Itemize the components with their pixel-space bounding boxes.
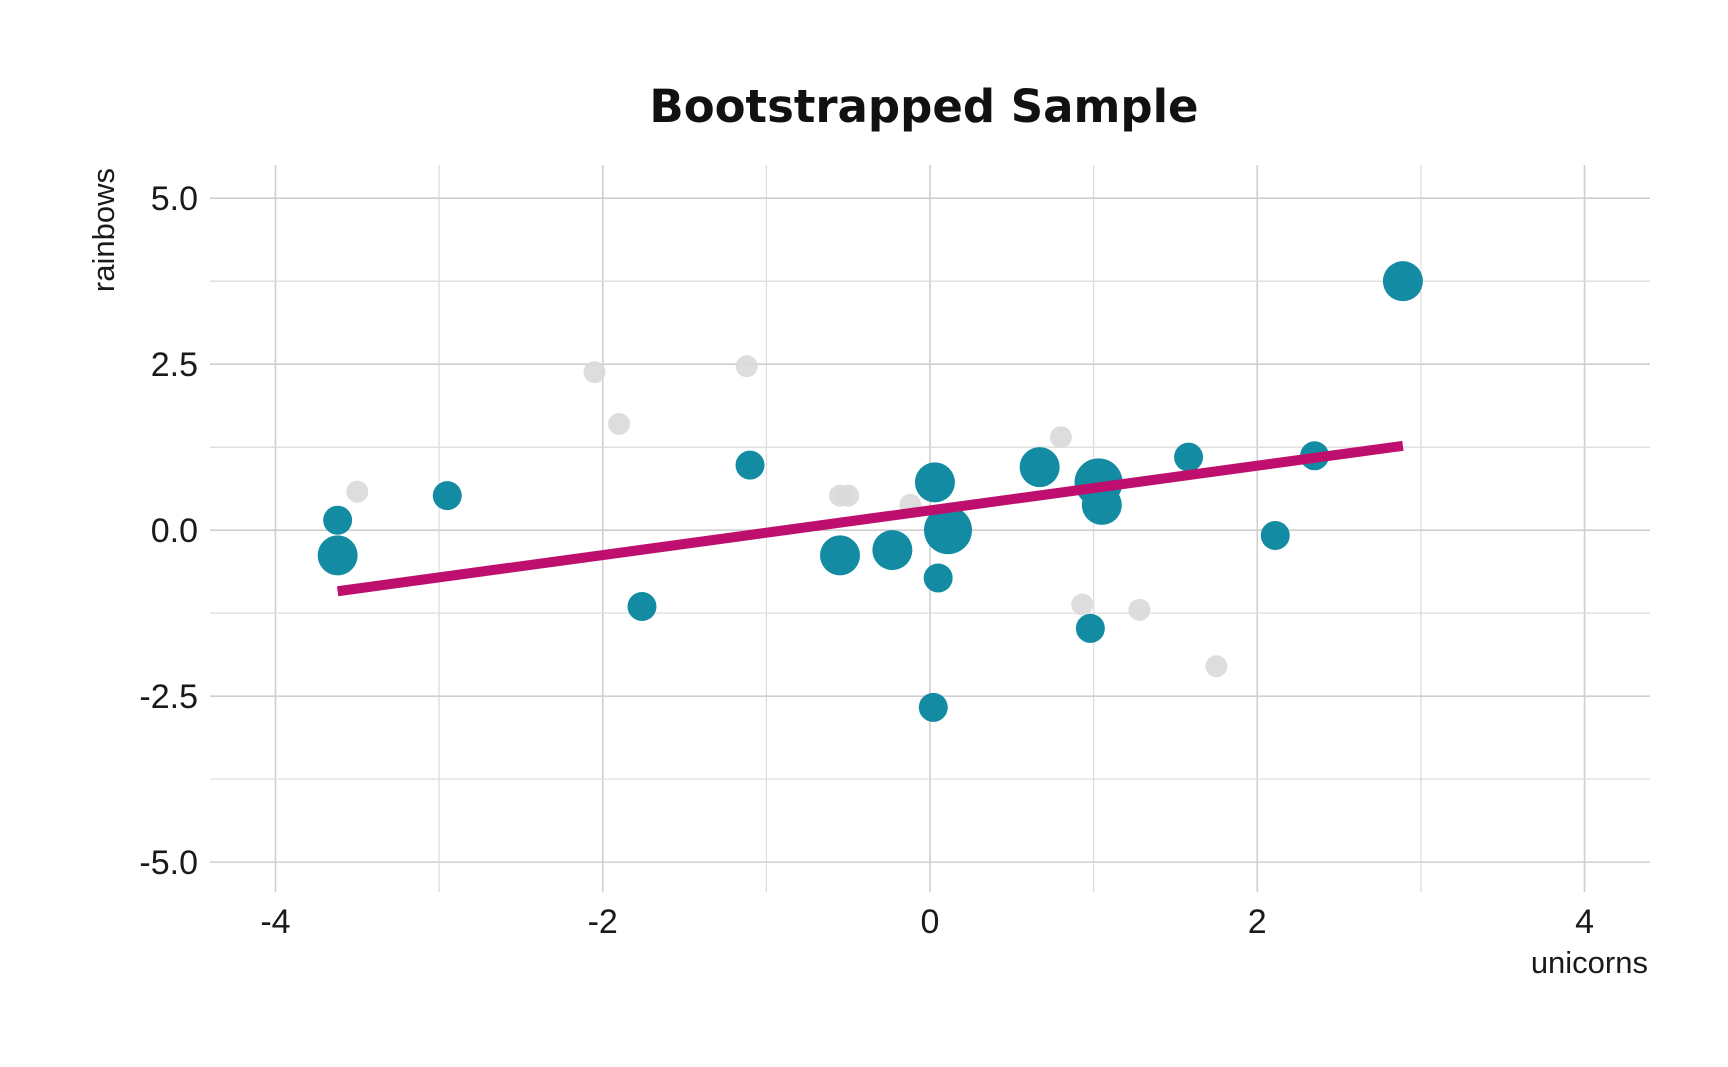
y-tick-label: -5.0 bbox=[139, 844, 198, 882]
y-tick-label: 5.0 bbox=[151, 180, 198, 218]
sampled-point bbox=[924, 506, 972, 555]
x-tick-label: 0 bbox=[921, 903, 940, 941]
not-sampled-points bbox=[346, 355, 1228, 678]
sampled-point bbox=[1174, 442, 1204, 472]
not-sampled-point bbox=[1071, 593, 1094, 616]
x-tick-label: -2 bbox=[588, 903, 618, 941]
not-sampled-point bbox=[346, 480, 369, 503]
fit-line-layer bbox=[336, 440, 1404, 597]
sampled-point bbox=[872, 530, 913, 571]
sampled-point bbox=[1382, 261, 1423, 302]
y-tick-label: 2.5 bbox=[151, 346, 198, 384]
y-tick-label: 0.0 bbox=[151, 512, 198, 550]
x-axis-label: unicorns bbox=[1531, 945, 1648, 980]
y-axis-label: rainbows bbox=[86, 168, 121, 292]
not-sampled-point bbox=[608, 412, 631, 435]
chart-title: Bootstrapped Sample bbox=[649, 80, 1198, 133]
not-sampled-point bbox=[735, 355, 758, 378]
not-sampled-point bbox=[837, 484, 860, 507]
sampled-points bbox=[317, 261, 1423, 722]
not-sampled-point bbox=[1205, 655, 1228, 678]
sampled-point bbox=[432, 481, 462, 511]
not-sampled-point bbox=[1049, 426, 1072, 449]
sampled-point bbox=[627, 592, 657, 622]
tick-labels: -4 -2 0 2 4 5.0 2.5 0.0 -2.5 -5.0 bbox=[139, 180, 1594, 941]
sampled-point bbox=[1075, 613, 1105, 643]
sampled-point bbox=[914, 462, 955, 503]
x-tick-label: 4 bbox=[1575, 903, 1594, 941]
sampled-point bbox=[820, 535, 860, 576]
sampled-point bbox=[918, 692, 948, 722]
sampled-point bbox=[1260, 520, 1290, 550]
sampled-point bbox=[923, 563, 953, 593]
sampled-point bbox=[1019, 447, 1060, 488]
x-tick-label: 2 bbox=[1248, 903, 1267, 941]
x-tick-label: -4 bbox=[260, 903, 290, 941]
regression-line bbox=[336, 440, 1404, 597]
sampled-point bbox=[735, 450, 765, 480]
not-sampled-point bbox=[1128, 598, 1151, 621]
sampled-point bbox=[323, 505, 353, 535]
sampled-point bbox=[317, 535, 358, 576]
y-tick-label: -2.5 bbox=[139, 678, 198, 716]
not-sampled-point bbox=[583, 361, 606, 384]
sampled-point bbox=[1081, 484, 1122, 525]
